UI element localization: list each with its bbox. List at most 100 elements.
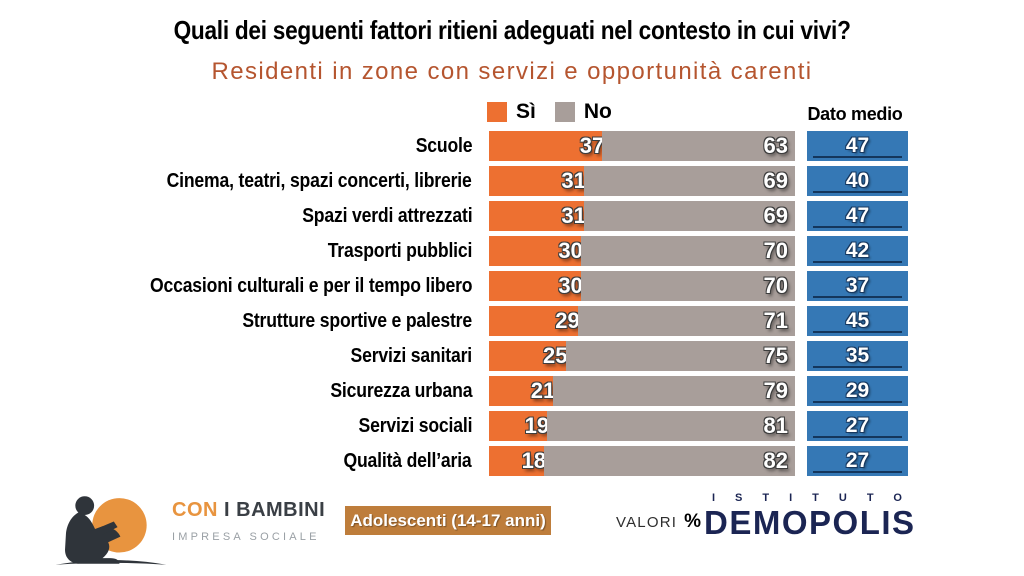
si-value: 37 (579, 133, 605, 158)
no-bar-segment: 69 (583, 166, 795, 196)
no-value: 70 (763, 273, 788, 298)
dato-medio-value: 47 (845, 204, 870, 227)
row-label-text: Strutture sportive e palestre (242, 309, 472, 332)
stacked-bar: 19 81 (489, 411, 795, 441)
dato-medio-box: 40 (807, 166, 908, 196)
stacked-bar: 37 63 (489, 131, 795, 161)
stacked-bar: 30 70 (489, 271, 795, 301)
stacked-bar: 31 69 (489, 166, 795, 196)
stacked-bar: 31 69 (489, 201, 795, 231)
chart-row: Servizi sociali 19 81 27 (0, 411, 1024, 441)
no-bar-segment: 79 (553, 376, 795, 406)
stacked-bar: 25 75 (489, 341, 795, 371)
valori-percent: % (684, 511, 702, 532)
stacked-bar: 18 82 (489, 446, 795, 476)
dato-medio-value: 45 (845, 309, 870, 332)
valori-label: VALORI (616, 514, 678, 531)
dato-medio-underline (813, 331, 902, 333)
chart-row: Sicurezza urbana 21 79 29 (0, 376, 1024, 406)
dato-medio-header: Dato medio (807, 104, 903, 124)
si-bar-segment: 37 (489, 131, 604, 161)
dato-medio-box: 27 (807, 446, 908, 476)
si-value: 21 (530, 378, 556, 403)
chart-row: Servizi sanitari 25 75 35 (0, 341, 1024, 371)
si-value: 31 (561, 203, 586, 228)
demopolis-aperture-icon: O (781, 504, 810, 541)
no-bar-segment: 82 (544, 446, 795, 476)
dato-medio-underline (813, 401, 902, 403)
row-label-text: Spazi verdi attrezzati (301, 204, 472, 227)
dato-medio-value: 27 (845, 449, 870, 472)
stacked-bar: 29 71 (489, 306, 795, 336)
logo-bambini-text: I BAMBINI (224, 499, 326, 521)
si-value: 18 (521, 448, 547, 473)
demopolis-logo: ISTITUTO DEMOPOLIS (704, 492, 944, 541)
row-label: Servizi sociali (0, 415, 489, 438)
row-label: Strutture sportive e palestre (0, 310, 489, 333)
si-value: 19 (524, 413, 550, 438)
row-label: Scuole (0, 135, 489, 158)
chart-row: Strutture sportive e palestre 29 71 45 (0, 306, 1024, 336)
legend-label-no: No (583, 100, 612, 123)
no-value: 75 (763, 343, 788, 368)
row-label-text: Sicurezza urbana (330, 379, 472, 402)
dato-medio-value: 47 (845, 134, 870, 157)
dato-medio-value: 27 (845, 414, 870, 437)
row-label-text: Trasporti pubblici (327, 239, 473, 262)
si-value: 30 (558, 238, 583, 263)
dato-medio-value: 42 (845, 239, 870, 262)
si-bar-segment: 21 (489, 376, 555, 406)
no-value: 82 (763, 448, 788, 473)
si-bar-segment: 30 (489, 271, 583, 301)
dato-medio-box: 35 (807, 341, 908, 371)
dato-medio-box: 29 (807, 376, 908, 406)
row-label: Sicurezza urbana (0, 380, 489, 403)
dato-medio-underline (813, 261, 902, 263)
si-value: 30 (558, 273, 583, 298)
dato-medio-box: 37 (807, 271, 908, 301)
dato-medio-value: 37 (845, 274, 870, 297)
si-bar-segment: 19 (489, 411, 549, 441)
si-value: 29 (555, 308, 580, 333)
demopolis-post-text: POLIS (809, 504, 916, 541)
dato-medio-underline (813, 156, 902, 158)
row-label-text: Scuole (415, 134, 472, 157)
no-value: 69 (763, 168, 788, 193)
dato-medio-underline (813, 436, 902, 438)
chart-row: Cinema, teatri, spazi concerti, librerie… (0, 166, 1024, 196)
chart-row: Trasporti pubblici 30 70 42 (0, 236, 1024, 266)
chart-row: Qualità dell’aria 18 82 27 (0, 446, 1024, 476)
chart-row: Scuole 37 63 47 (0, 131, 1024, 161)
no-bar-segment: 81 (547, 411, 795, 441)
istituto-text: ISTITUTO (712, 492, 922, 504)
dato-medio-box: 27 (807, 411, 908, 441)
logo-con-text: CON (172, 499, 218, 521)
dato-medio-value: 40 (845, 169, 870, 192)
si-bar-segment: 31 (489, 166, 586, 196)
si-value: 25 (543, 343, 568, 368)
row-label: Cinema, teatri, spazi concerti, librerie (0, 170, 489, 193)
logo-title: CON I BAMBINI (172, 499, 325, 522)
con-i-bambini-wordmark: CON I BAMBINI IMPRESA SOCIALE (172, 499, 325, 543)
page-subtitle: Residenti in zone con servizi e opportun… (211, 58, 813, 85)
con-i-bambini-logo-icon (55, 496, 167, 565)
legend-item-si: Sì (487, 100, 536, 124)
row-label-text: Servizi sociali (358, 414, 472, 437)
logo-subtitle: IMPRESA SOCIALE (172, 531, 320, 543)
chart-rows: Scuole 37 63 47 Cinema, teatri, spazi co… (0, 131, 1024, 481)
si-bar-segment: 29 (489, 306, 580, 336)
page-title: Quali dei seguenti fattori ritieni adegu… (0, 15, 1024, 46)
chart-row: Occasioni culturali e per il tempo liber… (0, 271, 1024, 301)
stacked-bar: 30 70 (489, 236, 795, 266)
dato-medio-underline (813, 296, 902, 298)
si-bar-segment: 25 (489, 341, 568, 371)
dato-medio-box: 47 (807, 201, 908, 231)
si-swatch-icon (487, 102, 507, 122)
no-bar-segment: 75 (565, 341, 795, 371)
dato-medio-underline (813, 471, 902, 473)
page-title-text: Quali dei seguenti fattori ritieni adegu… (173, 15, 851, 45)
legend: Sì No (487, 100, 612, 124)
row-label-text: Cinema, teatri, spazi concerti, librerie (167, 169, 472, 192)
row-label-text: Servizi sanitari (350, 344, 473, 367)
row-label-text: Occasioni culturali e per il tempo liber… (149, 274, 473, 297)
